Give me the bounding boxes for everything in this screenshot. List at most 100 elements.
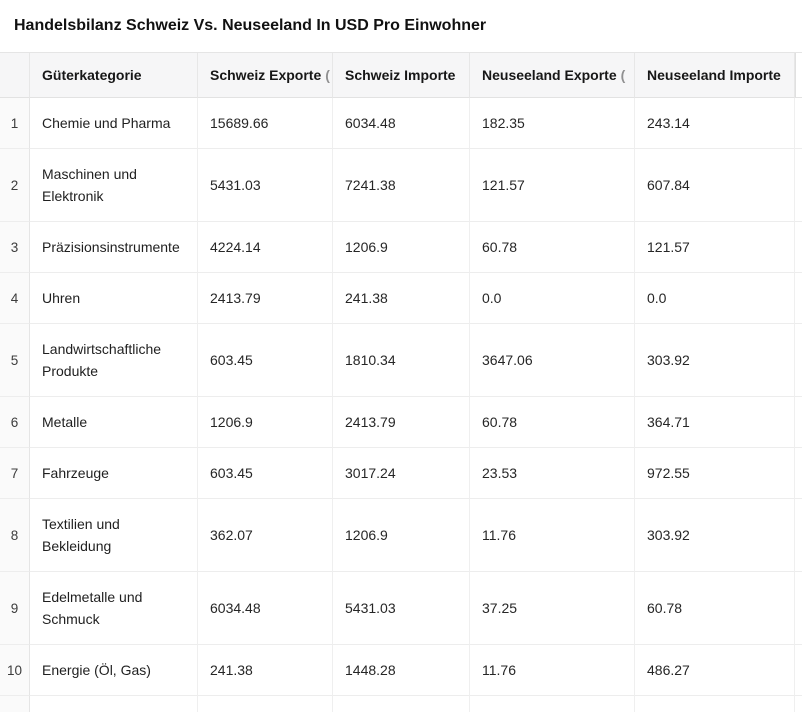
category-cell[interactable]: Landwirtschaftliche Produkte bbox=[30, 324, 198, 397]
value-cell[interactable]: 121.57 bbox=[635, 222, 795, 273]
category-cell[interactable]: Präzisionsinstrumente bbox=[30, 222, 198, 273]
table-row: 10 Energie (Öl, Gas) 241.38 1448.28 11.76 486… bbox=[0, 645, 802, 696]
data-table: Güterkategorie Schweiz Exporte ( Schweiz… bbox=[0, 52, 802, 712]
row-edge-spacer bbox=[795, 696, 802, 712]
column-header-schweiz-exporte[interactable]: Schweiz Exporte ( bbox=[198, 53, 333, 98]
column-header-label: Schweiz Importe bbox=[345, 67, 456, 83]
category-cell[interactable]: Energie (Öl, Gas) bbox=[30, 645, 198, 696]
row-index: 9 bbox=[0, 572, 30, 645]
value-cell[interactable]: 15689.66 bbox=[198, 98, 333, 149]
row-index: 7 bbox=[0, 448, 30, 499]
value-cell[interactable]: 182.35 bbox=[470, 98, 635, 149]
table-row: 6 Metalle 1206.9 2413.79 60.78 364.71 bbox=[0, 397, 802, 448]
category-cell[interactable]: Textilien und Bekleidung bbox=[30, 499, 198, 572]
value-cell[interactable]: 3017.24 bbox=[333, 448, 470, 499]
table-row-partial bbox=[0, 696, 802, 712]
row-index: 6 bbox=[0, 397, 30, 448]
table-row: 7 Fahrzeuge 603.45 3017.24 23.53 972.55 bbox=[0, 448, 802, 499]
value-cell bbox=[333, 696, 470, 712]
value-cell[interactable]: 364.71 bbox=[635, 397, 795, 448]
value-cell[interactable]: 60.78 bbox=[470, 222, 635, 273]
value-cell[interactable]: 241.38 bbox=[333, 273, 470, 324]
value-cell[interactable]: 11.76 bbox=[470, 645, 635, 696]
row-edge-spacer bbox=[795, 645, 802, 696]
value-cell[interactable]: 5431.03 bbox=[198, 149, 333, 222]
value-cell[interactable]: 1448.28 bbox=[333, 645, 470, 696]
row-edge-spacer bbox=[795, 273, 802, 324]
value-cell[interactable]: 0.0 bbox=[470, 273, 635, 324]
row-edge-spacer bbox=[795, 499, 802, 572]
value-cell[interactable]: 7241.38 bbox=[333, 149, 470, 222]
row-index: 1 bbox=[0, 98, 30, 149]
category-cell[interactable]: Chemie und Pharma bbox=[30, 98, 198, 149]
value-cell[interactable]: 486.27 bbox=[635, 645, 795, 696]
column-header-neuseeland-exporte[interactable]: Neuseeland Exporte ( bbox=[470, 53, 635, 98]
row-index: 4 bbox=[0, 273, 30, 324]
column-header-neuseeland-importe[interactable]: Neuseeland Importe bbox=[635, 53, 795, 98]
value-cell[interactable]: 23.53 bbox=[470, 448, 635, 499]
column-header-label: Güterkategorie bbox=[42, 67, 142, 83]
value-cell[interactable]: 4224.14 bbox=[198, 222, 333, 273]
value-cell[interactable]: 60.78 bbox=[470, 397, 635, 448]
category-cell[interactable]: Fahrzeuge bbox=[30, 448, 198, 499]
column-header-schweiz-importe[interactable]: Schweiz Importe bbox=[333, 53, 470, 98]
row-edge-spacer bbox=[795, 448, 802, 499]
value-cell[interactable]: 1810.34 bbox=[333, 324, 470, 397]
value-cell[interactable]: 972.55 bbox=[635, 448, 795, 499]
column-header-label: Neuseeland Importe bbox=[647, 67, 781, 83]
index-column-header[interactable] bbox=[0, 53, 30, 98]
value-cell[interactable]: 1206.9 bbox=[198, 397, 333, 448]
row-edge-spacer bbox=[795, 397, 802, 448]
truncated-text-mark: ( bbox=[620, 67, 626, 83]
table-body: 1 Chemie und Pharma 15689.66 6034.48 182.35 2… bbox=[0, 98, 802, 712]
row-edge-spacer bbox=[795, 324, 802, 397]
value-cell[interactable]: 603.45 bbox=[198, 448, 333, 499]
column-header-label: Neuseeland Exporte bbox=[482, 67, 617, 83]
category-cell[interactable]: Maschinen und Elektronik bbox=[30, 149, 198, 222]
value-cell[interactable]: 37.25 bbox=[470, 572, 635, 645]
column-header-gueterkategorie[interactable]: Güterkategorie bbox=[30, 53, 198, 98]
row-edge-spacer bbox=[795, 572, 802, 645]
table-header-row: Güterkategorie Schweiz Exporte ( Schweiz… bbox=[0, 53, 802, 98]
table-row: 5 Landwirtschaftliche Produkte 603.45 1810.… bbox=[0, 324, 802, 397]
value-cell[interactable]: 1206.9 bbox=[333, 499, 470, 572]
value-cell[interactable]: 303.92 bbox=[635, 499, 795, 572]
row-index: 8 bbox=[0, 499, 30, 572]
header-edge-spacer bbox=[795, 53, 802, 98]
table-row: 2 Maschinen und Elektronik 5431.03 7241.38 1… bbox=[0, 149, 802, 222]
value-cell bbox=[198, 696, 333, 712]
value-cell[interactable]: 607.84 bbox=[635, 149, 795, 222]
row-index: 5 bbox=[0, 324, 30, 397]
value-cell bbox=[635, 696, 795, 712]
value-cell bbox=[470, 696, 635, 712]
table-row: 3 Präzisionsinstrumente 4224.14 1206.9 60.78… bbox=[0, 222, 802, 273]
category-cell[interactable]: Uhren bbox=[30, 273, 198, 324]
table-row: 9 Edelmetalle und Schmuck 6034.48 5431.03 37… bbox=[0, 572, 802, 645]
value-cell[interactable]: 5431.03 bbox=[333, 572, 470, 645]
category-cell[interactable]: Edelmetalle und Schmuck bbox=[30, 572, 198, 645]
value-cell[interactable]: 121.57 bbox=[470, 149, 635, 222]
row-index: 10 bbox=[0, 645, 30, 696]
table-row: 8 Textilien und Bekleidung 362.07 1206.9 11.… bbox=[0, 499, 802, 572]
category-cell[interactable]: Metalle bbox=[30, 397, 198, 448]
value-cell[interactable]: 0.0 bbox=[635, 273, 795, 324]
value-cell[interactable]: 362.07 bbox=[198, 499, 333, 572]
value-cell[interactable]: 3647.06 bbox=[470, 324, 635, 397]
row-edge-spacer bbox=[795, 222, 802, 273]
row-index: 2 bbox=[0, 149, 30, 222]
row-edge-spacer bbox=[795, 98, 802, 149]
value-cell[interactable]: 2413.79 bbox=[333, 397, 470, 448]
value-cell[interactable]: 243.14 bbox=[635, 98, 795, 149]
column-header-label: Schweiz Exporte bbox=[210, 67, 322, 83]
value-cell[interactable]: 60.78 bbox=[635, 572, 795, 645]
value-cell[interactable]: 6034.48 bbox=[333, 98, 470, 149]
value-cell[interactable]: 1206.9 bbox=[333, 222, 470, 273]
table-row: 1 Chemie und Pharma 15689.66 6034.48 182.35 2… bbox=[0, 98, 802, 149]
value-cell[interactable]: 11.76 bbox=[470, 499, 635, 572]
value-cell[interactable]: 303.92 bbox=[635, 324, 795, 397]
value-cell[interactable]: 2413.79 bbox=[198, 273, 333, 324]
value-cell[interactable]: 241.38 bbox=[198, 645, 333, 696]
value-cell[interactable]: 6034.48 bbox=[198, 572, 333, 645]
value-cell bbox=[30, 696, 198, 712]
value-cell[interactable]: 603.45 bbox=[198, 324, 333, 397]
